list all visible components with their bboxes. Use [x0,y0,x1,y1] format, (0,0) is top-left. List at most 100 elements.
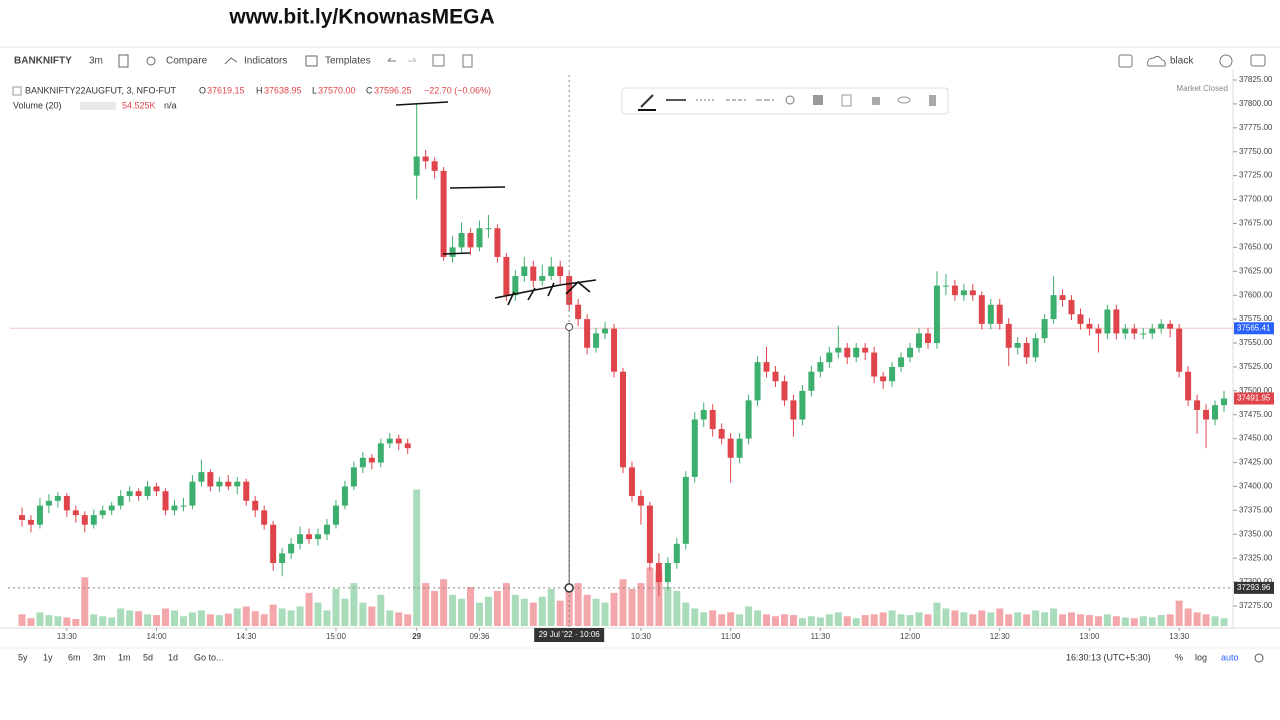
settings-icon[interactable] [1219,54,1233,68]
candle-body [207,472,214,487]
volume-bar [359,602,367,626]
volume-bar [422,583,430,626]
snapshot-icon[interactable] [432,54,445,67]
candle-body [835,347,842,353]
delete-tool[interactable] [929,95,936,106]
candle-body [907,347,914,358]
candle-body [790,400,797,420]
log-toggle[interactable]: log [1195,652,1207,662]
y-tick-label: 37275.00 [1239,601,1273,610]
undo-icon[interactable] [387,57,396,62]
candle-body [611,328,618,372]
symbol[interactable]: BANKNIFTY [14,56,72,67]
candle-body [449,247,456,257]
templates[interactable]: Templates [325,56,371,67]
candle-body [691,419,698,477]
volume-bar [350,583,358,626]
auto-toggle[interactable]: auto [1221,652,1239,662]
range-button[interactable]: 3m [93,652,106,662]
volume-bar [861,615,869,626]
indicators[interactable]: Indicators [244,56,287,67]
range-button[interactable]: 5d [143,652,153,662]
candle-body [180,505,187,507]
volume-bar [628,588,636,626]
cloud-icon[interactable] [1147,55,1166,67]
candle-body [1221,398,1227,406]
x-tick-label: 09:36 [469,632,490,641]
volume-bar [834,612,842,626]
candle-body [933,285,940,343]
volume-bar [771,616,779,626]
c-value: 37596.25 [374,85,412,95]
volume-bar [449,594,457,626]
candle-body [709,409,716,430]
volume-bar [314,602,322,626]
candle-body [332,505,339,525]
volume-bar [673,590,681,626]
candle-body [404,443,411,449]
compare[interactable]: Compare [166,56,208,67]
volume-bar [978,610,986,626]
copy-tool[interactable] [841,94,852,107]
candle-body [916,333,923,348]
y-tick-label: 37575.00 [1239,314,1273,323]
volume-controls[interactable] [80,102,116,110]
camera-icon[interactable] [1250,54,1266,67]
y-tick-label: 37475.00 [1239,410,1273,419]
candle-body [736,438,743,458]
candle-body [1041,319,1048,339]
c-key: C [366,85,373,95]
interval[interactable]: 3m [89,56,103,67]
volume-bar [807,616,815,626]
volume-bar [969,614,977,626]
volume-bar [1112,616,1120,626]
y-tick-label: 37400.00 [1239,482,1273,491]
volume-bar [153,615,161,626]
candle-body [942,285,949,287]
last-price-label: 37491.95 [1237,394,1271,403]
collapse-icon[interactable] [12,86,22,96]
theme[interactable]: black [1170,56,1194,67]
volume-bar [870,614,878,626]
range-button[interactable]: 5y [18,652,28,662]
annotation-scribble [494,279,597,306]
layout-icon[interactable] [1118,54,1133,68]
candle-body [126,491,133,497]
volume-bar [780,614,788,626]
candle-body [763,362,770,372]
delete-icon[interactable] [462,54,473,68]
candle-body [781,381,788,401]
goto[interactable]: Go to... [194,652,224,662]
volume-bar [188,612,196,626]
candle-body [772,371,779,382]
candle-body [422,156,429,162]
candle-body [1140,333,1147,335]
percent-toggle[interactable]: % [1175,652,1183,662]
fill-tool[interactable] [813,95,823,105]
candle-body [637,496,644,506]
candle-body [628,467,635,497]
range-button[interactable]: 6m [68,652,81,662]
range-button[interactable]: 1y [43,652,53,662]
y-tick-label: 37700.00 [1239,195,1273,204]
settings-tool[interactable] [785,95,795,105]
candle-body [359,457,366,468]
y-tick-label: 37750.00 [1239,147,1273,156]
candle-body [808,371,815,391]
volume-bar [825,614,833,626]
range-button[interactable]: 1m [118,652,131,662]
candle-body [494,228,501,257]
lock-tool[interactable] [872,97,880,105]
range-button[interactable]: 1d [168,652,178,662]
hide-tool[interactable] [897,96,911,104]
pen-tool[interactable] [640,94,654,108]
candle-body [225,481,232,487]
volume-bar [601,602,609,626]
chart-style-icon[interactable] [118,54,129,68]
redo-icon[interactable] [408,57,417,62]
volume-bar [413,489,421,626]
candle-body [530,266,537,281]
bottom-settings[interactable] [1254,653,1264,663]
volume-bar [1175,600,1183,626]
